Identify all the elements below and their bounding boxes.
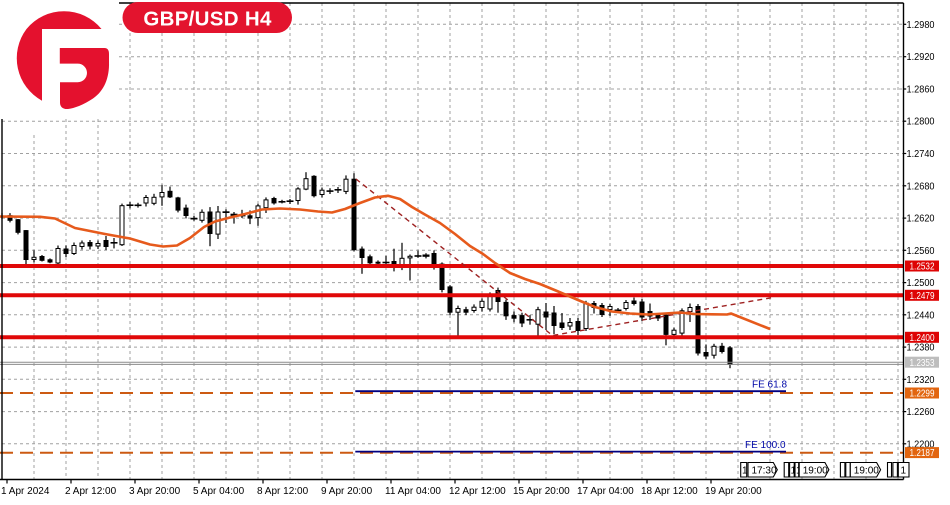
svg-text:1.2532: 1.2532 bbox=[910, 262, 935, 273]
svg-text:1.2299: 1.2299 bbox=[910, 389, 935, 400]
svg-text:1.2680: 1.2680 bbox=[907, 181, 935, 192]
svg-text:1.2320: 1.2320 bbox=[907, 375, 935, 386]
svg-text:1.2187: 1.2187 bbox=[910, 448, 935, 459]
svg-text:1.2440: 1.2440 bbox=[907, 310, 935, 321]
svg-text:11 Apr 04:00: 11 Apr 04:00 bbox=[385, 486, 441, 497]
svg-text:12 Apr 12:00: 12 Apr 12:00 bbox=[449, 486, 506, 497]
svg-text:1.2500: 1.2500 bbox=[907, 278, 935, 289]
svg-text:5 Apr 04:00: 5 Apr 04:00 bbox=[193, 486, 245, 497]
svg-text:17 Apr 04:00: 17 Apr 04:00 bbox=[577, 486, 634, 497]
svg-text:15 Apr 20:00: 15 Apr 20:00 bbox=[513, 486, 570, 497]
svg-text:1.2740: 1.2740 bbox=[907, 149, 935, 160]
svg-text:1: 1 bbox=[901, 466, 907, 477]
svg-text:1: 1 bbox=[791, 466, 797, 477]
svg-text:18 Apr 12:00: 18 Apr 12:00 bbox=[641, 486, 698, 497]
svg-text:1.2400: 1.2400 bbox=[910, 333, 935, 344]
svg-text:19 Apr 20:00: 19 Apr 20:00 bbox=[705, 486, 762, 497]
svg-text:1.2260: 1.2260 bbox=[907, 407, 935, 418]
svg-text:FE 61.8: FE 61.8 bbox=[752, 380, 787, 391]
svg-text:GBP/USD H4: GBP/USD H4 bbox=[143, 8, 272, 31]
svg-text:2 Apr 12:00: 2 Apr 12:00 bbox=[65, 486, 117, 497]
svg-text:1.2860: 1.2860 bbox=[907, 85, 935, 96]
svg-text:1.2800: 1.2800 bbox=[907, 117, 935, 128]
svg-text:1.2980: 1.2980 bbox=[907, 20, 935, 31]
svg-text:1 Apr 2024: 1 Apr 2024 bbox=[1, 486, 50, 497]
svg-text:1.2353: 1.2353 bbox=[910, 358, 935, 369]
svg-text:3 Apr 20:00: 3 Apr 20:00 bbox=[129, 486, 181, 497]
svg-text:1.2560: 1.2560 bbox=[907, 246, 935, 257]
svg-text:1.2620: 1.2620 bbox=[907, 214, 935, 225]
svg-text:8 Apr 12:00: 8 Apr 12:00 bbox=[257, 486, 309, 497]
svg-text:1.2479: 1.2479 bbox=[910, 291, 935, 302]
svg-text:1.2920: 1.2920 bbox=[907, 52, 935, 63]
svg-text:19:00: 19:00 bbox=[803, 466, 828, 477]
svg-text:19:00: 19:00 bbox=[854, 466, 879, 477]
svg-text:1.2380: 1.2380 bbox=[907, 343, 935, 354]
svg-text:17:30: 17:30 bbox=[752, 466, 777, 477]
svg-text:1: 1 bbox=[742, 466, 748, 477]
svg-text:FE 100.0: FE 100.0 bbox=[745, 440, 786, 451]
svg-text:1.2200: 1.2200 bbox=[907, 439, 935, 450]
svg-text:9 Apr 20:00: 9 Apr 20:00 bbox=[321, 486, 373, 497]
